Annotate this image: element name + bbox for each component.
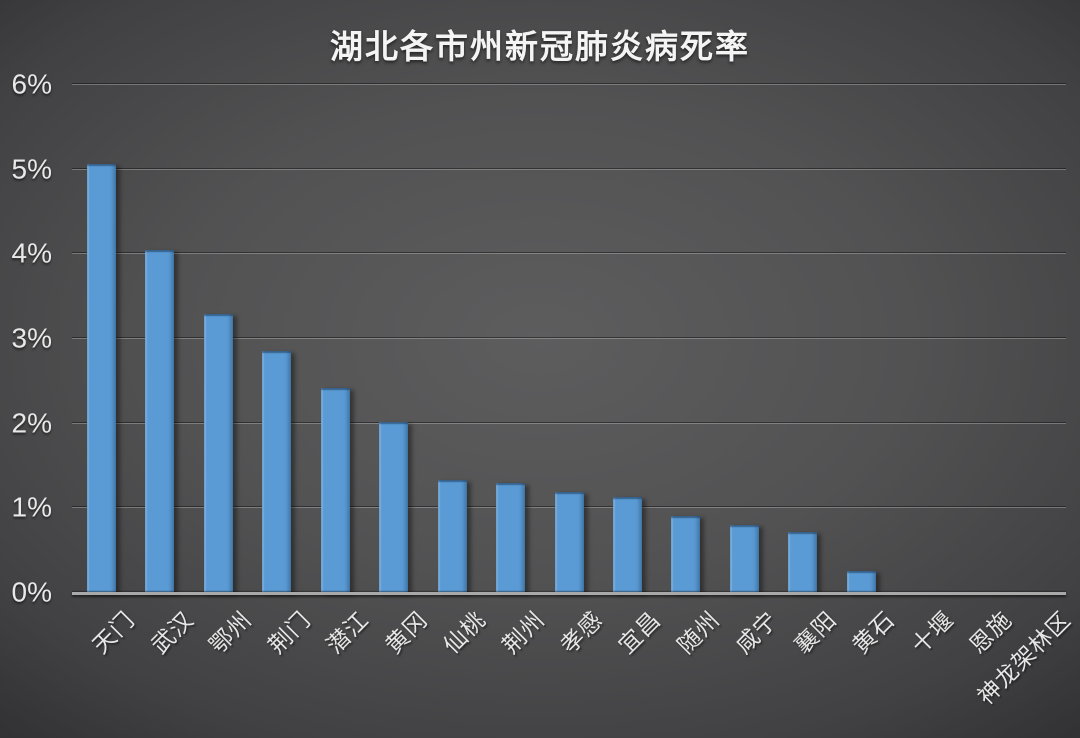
- bar-随州: [671, 516, 701, 593]
- bar-黄冈: [379, 422, 409, 593]
- y-axis-label: 1%: [11, 491, 52, 523]
- gridline-4pct: [72, 253, 1066, 255]
- gridline-3pct: [72, 338, 1066, 339]
- plot-area: [72, 84, 1066, 595]
- gridline-6pct: [72, 84, 1066, 85]
- x-axis-label: 武汉: [146, 606, 199, 659]
- bar-荆州: [496, 483, 526, 593]
- bar-襄阳: [788, 532, 818, 593]
- bar-鄂州: [203, 314, 233, 593]
- x-axis-label: 咸宁: [730, 606, 784, 659]
- x-axis-label: 荆州: [496, 606, 550, 659]
- y-axis-label: 4%: [11, 237, 52, 269]
- bar-武汉: [145, 250, 175, 593]
- x-axis-label: 宜昌: [613, 606, 667, 659]
- bar-荆门: [262, 351, 292, 593]
- x-axis-label: 潜江: [321, 606, 374, 659]
- bar-咸宁: [729, 525, 759, 593]
- bar-黄石: [846, 571, 876, 593]
- x-axis-label: 天门: [87, 606, 140, 659]
- x-axis-label: 十堰: [906, 606, 959, 659]
- chart-title: 湖北各市州新冠肺炎病死率: [330, 28, 750, 65]
- x-axis-label: 随州: [672, 606, 725, 659]
- x-axis-label: 黄冈: [379, 606, 433, 659]
- bar-天门: [86, 164, 116, 593]
- x-axis-label: 襄阳: [789, 606, 842, 659]
- bar-仙桃: [437, 480, 467, 593]
- y-axis-label: 5%: [11, 153, 52, 185]
- bar-宜昌: [612, 497, 642, 593]
- x-axis-label: 荆门: [262, 606, 316, 659]
- x-axis-label: 孝感: [555, 606, 608, 659]
- bar-潜江: [320, 388, 350, 593]
- y-axis-label: 3%: [11, 322, 52, 354]
- y-axis-label: 6%: [11, 68, 52, 100]
- y-axis-label: 0%: [11, 576, 52, 608]
- x-axis-line: [72, 592, 1066, 595]
- x-axis-label: 黄石: [847, 606, 900, 659]
- gridline-5pct: [72, 168, 1066, 170]
- x-axis-label: 鄂州: [204, 606, 257, 659]
- gridline-2pct: [72, 422, 1066, 424]
- x-axis-label: 仙桃: [438, 606, 491, 659]
- bar-孝感: [554, 492, 584, 593]
- y-axis-label: 2%: [11, 407, 52, 439]
